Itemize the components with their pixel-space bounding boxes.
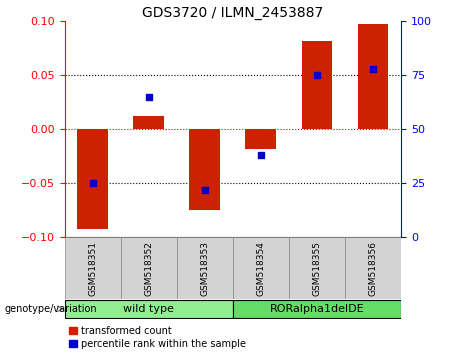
Text: GSM518354: GSM518354 <box>256 241 266 296</box>
Bar <box>65 299 233 318</box>
Legend: transformed count, percentile rank within the sample: transformed count, percentile rank withi… <box>70 326 246 349</box>
Point <box>369 66 377 72</box>
Bar <box>301 41 332 129</box>
Title: GDS3720 / ILMN_2453887: GDS3720 / ILMN_2453887 <box>142 6 324 20</box>
Bar <box>77 129 108 229</box>
Bar <box>121 237 177 299</box>
Point <box>201 187 208 193</box>
Text: RORalpha1delDE: RORalpha1delDE <box>270 304 364 314</box>
Point <box>89 180 96 186</box>
Text: GSM518355: GSM518355 <box>313 241 321 296</box>
Text: wild type: wild type <box>123 304 174 314</box>
Text: genotype/variation: genotype/variation <box>5 304 97 314</box>
Bar <box>133 116 164 129</box>
Text: GSM518351: GSM518351 <box>88 241 97 296</box>
Text: GSM518352: GSM518352 <box>144 241 153 296</box>
Bar <box>177 237 233 299</box>
Bar <box>289 237 345 299</box>
Bar <box>245 129 276 149</box>
Bar <box>345 237 401 299</box>
Bar <box>65 237 121 299</box>
Bar <box>233 299 401 318</box>
Point <box>145 94 152 99</box>
Bar <box>189 129 220 210</box>
Text: GSM518353: GSM518353 <box>200 241 209 296</box>
Text: GSM518356: GSM518356 <box>368 241 378 296</box>
Point <box>313 72 321 78</box>
Point <box>257 152 265 158</box>
Bar <box>233 237 289 299</box>
Bar <box>358 24 389 129</box>
